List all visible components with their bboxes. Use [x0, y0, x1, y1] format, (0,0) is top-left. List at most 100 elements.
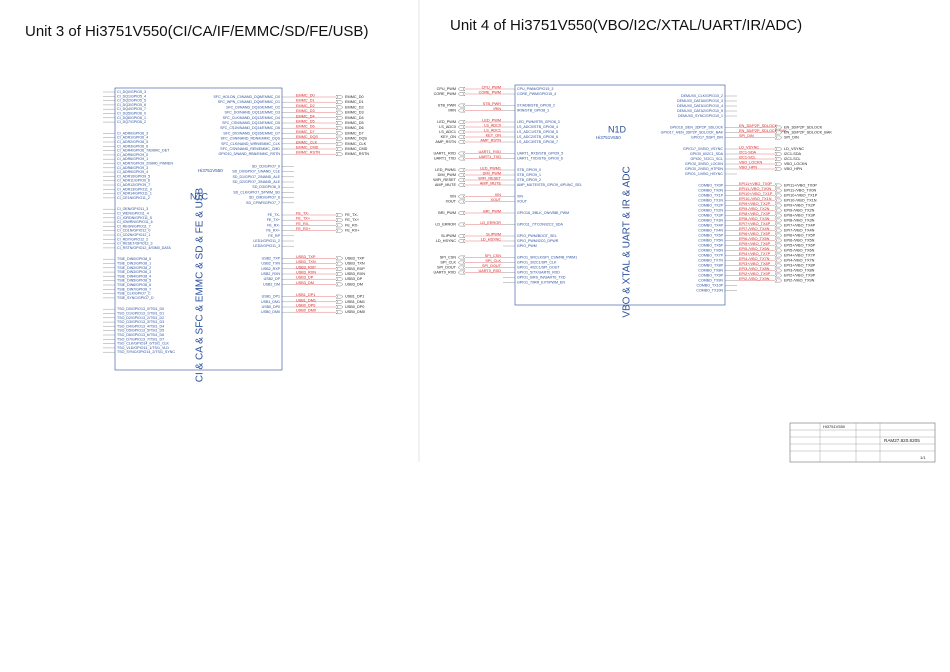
pin-name: CI_DQ6/GPIO6_1: [117, 116, 146, 120]
pin-name: SFC_DI/NAND_DQ10/EMMC_D2: [226, 105, 280, 109]
pin-name: COMBO_TX1N: [698, 198, 723, 202]
pin-name: USB2_DM: [263, 282, 280, 286]
pin-name: FE_RX-: [267, 223, 281, 227]
net-label: LED_PWM: [482, 119, 501, 123]
pin-name: COMBO_TX10P: [696, 283, 723, 287]
pin-name: CI_IORDN/GPIO11_5: [117, 216, 152, 220]
pin-name: DEMUX0_DATA2/GPIO10_5: [677, 109, 723, 113]
net-label: STB_PWR: [483, 102, 502, 106]
off-page-port: [457, 211, 466, 215]
net-label: XIN: [495, 193, 502, 197]
net-label: EPI2+/VBO_TX9P: [739, 272, 771, 276]
pin-name: CI_ADR10/GPIO9_5: [117, 174, 150, 178]
net-label: USB3_TXN: [296, 260, 316, 264]
net-label: USB3_DM: [296, 281, 314, 285]
pin-name: GPIO1_7/IRR_EXT/PWM_EN: [517, 280, 565, 284]
pin-name: CI_ADR14/GPIO11_1: [117, 192, 152, 196]
port-label: EPI3-/VBO_TX8N: [784, 269, 815, 273]
port-label: LED_PWM: [437, 120, 456, 124]
pin-name: GPIO10_3/NAND_RBN/EMMC_RSTN: [218, 152, 280, 156]
port-label: EPI5+/VBO_TX6P: [784, 244, 816, 248]
off-page-port: [457, 178, 466, 182]
pin-name: SFC_HOLDN_CI/NAND_DQ8/EMMC_D0: [214, 95, 281, 99]
off-page-port: [457, 199, 466, 204]
net-label: DIM_PWM: [483, 172, 501, 176]
off-page-port: [335, 142, 344, 146]
off-page-port: [335, 147, 344, 151]
pin-name: CI_RESET/GPIO12_3: [117, 242, 153, 246]
port-label: LS_ADC1: [439, 130, 456, 134]
pin-name: USB1_DM1: [261, 300, 280, 304]
net-label: CPU_PWM: [482, 86, 501, 90]
off-page-port: [774, 203, 783, 208]
port-label: EMMC_D7: [345, 131, 364, 135]
pin-name: GPIO1_5/TX/UART0_RXD: [517, 270, 560, 274]
net-label: EMMC_D6: [296, 125, 315, 129]
port-label: EMMC_CMD: [345, 147, 368, 151]
off-page-port: [774, 233, 783, 238]
pin-name: GPIO1_4/I2C1/SPI_DOUT: [517, 265, 560, 269]
net-label: USB3_RXN: [296, 271, 316, 275]
off-page-port: [335, 116, 344, 120]
net-label: EMMC_D5: [296, 120, 315, 124]
net-label: EPI10-/VBO_TX1N: [739, 197, 772, 201]
pin-name: CI_IOWRN/GPIO11_6: [117, 220, 153, 224]
off-page-port: [774, 218, 783, 223]
port-label: USB3_TXN: [345, 262, 365, 266]
port-label: EPI6+/VBO_TX5P: [784, 234, 816, 238]
off-page-port: [335, 277, 344, 281]
function-label: CI & CA & SFC & EMMC & SD & FE & USB: [195, 187, 206, 382]
off-page-port: [774, 193, 783, 198]
off-page-port: [457, 194, 466, 199]
pin-name: TSIE_DIN4/GPIO8_4: [117, 274, 151, 278]
port-label: SPI_DIN: [784, 136, 799, 140]
off-page-port: [335, 218, 344, 222]
port-label: EMMC_CLK: [345, 142, 367, 146]
off-page-port: [457, 239, 466, 243]
pin-name: CI_ADR13/GPIO11_0: [117, 187, 152, 191]
port-label: LD_VSYNC: [784, 147, 804, 151]
off-page-port: [774, 135, 783, 140]
port-label: XOUT: [445, 200, 456, 204]
pin-name: SD_D0/GPIO7_1/NAND_CLE: [232, 170, 280, 174]
pin-name: SD_CPWR/GPIO7_7: [246, 201, 280, 205]
off-page-port: [457, 130, 466, 134]
net-label: IRIN: [493, 107, 501, 111]
pin-name: COMBO_TX9N: [698, 278, 723, 282]
off-page-port: [335, 136, 344, 141]
unit-title: Unit 3 of Hi3751V550(CI/CA/IF/EMMC/SD/FE…: [25, 23, 368, 40]
pin-name: LS_ADC3/STB_GPIO8_7: [517, 140, 558, 144]
off-page-port: [335, 272, 344, 276]
net-label: EMMC_CLK: [296, 140, 318, 144]
net-label: USB1_DM1: [296, 298, 316, 302]
pin-name: CI_OEN/GPIO11_3: [117, 207, 148, 211]
pin-name: LS_ADC1/STB_GPIO8_5: [517, 130, 558, 134]
port-label: WIFI_RESET: [433, 178, 456, 182]
net-label: EPI6-/VBO_TX5N: [739, 237, 770, 241]
off-page-port: [335, 105, 344, 110]
net-label: LS_ADC1: [484, 129, 501, 133]
port-label: KEY_ON: [441, 135, 457, 139]
off-page-port: [335, 110, 344, 115]
pin-name: COMBO_TX3P: [698, 213, 723, 217]
port-label: EMMC_D3: [345, 111, 364, 115]
net-label: CORE_PWM: [479, 91, 501, 95]
net-label: AMP_MUTE: [480, 182, 502, 186]
pin-name: USB2_DP: [264, 277, 281, 281]
pin-name: SFC_DIO/NAND_DQ15/EMMC_D7: [223, 131, 280, 135]
port-label: LD_ERROR: [435, 223, 456, 227]
port-label: CPU_PWM: [437, 87, 456, 91]
pin-name: CI_ADR3/GPIO6_6: [117, 144, 148, 148]
port-label: EPI4+/VBO_TX7P: [784, 254, 816, 258]
off-page-port: [335, 100, 344, 104]
net-label: LED_PWM1: [480, 167, 501, 171]
net-label: USB0_DP0: [296, 304, 315, 308]
net-label: FE_TX-: [296, 212, 310, 216]
off-page-port: [457, 120, 466, 124]
off-page-port: [335, 282, 344, 287]
off-page-port: [774, 183, 783, 188]
chip-ref: N1C: [190, 191, 209, 201]
port-label: USB1_DP1: [345, 295, 364, 299]
pin-name: USB2_RXN: [261, 272, 280, 276]
pin-name: CI_CD2N/GPIO12_1: [117, 233, 150, 237]
